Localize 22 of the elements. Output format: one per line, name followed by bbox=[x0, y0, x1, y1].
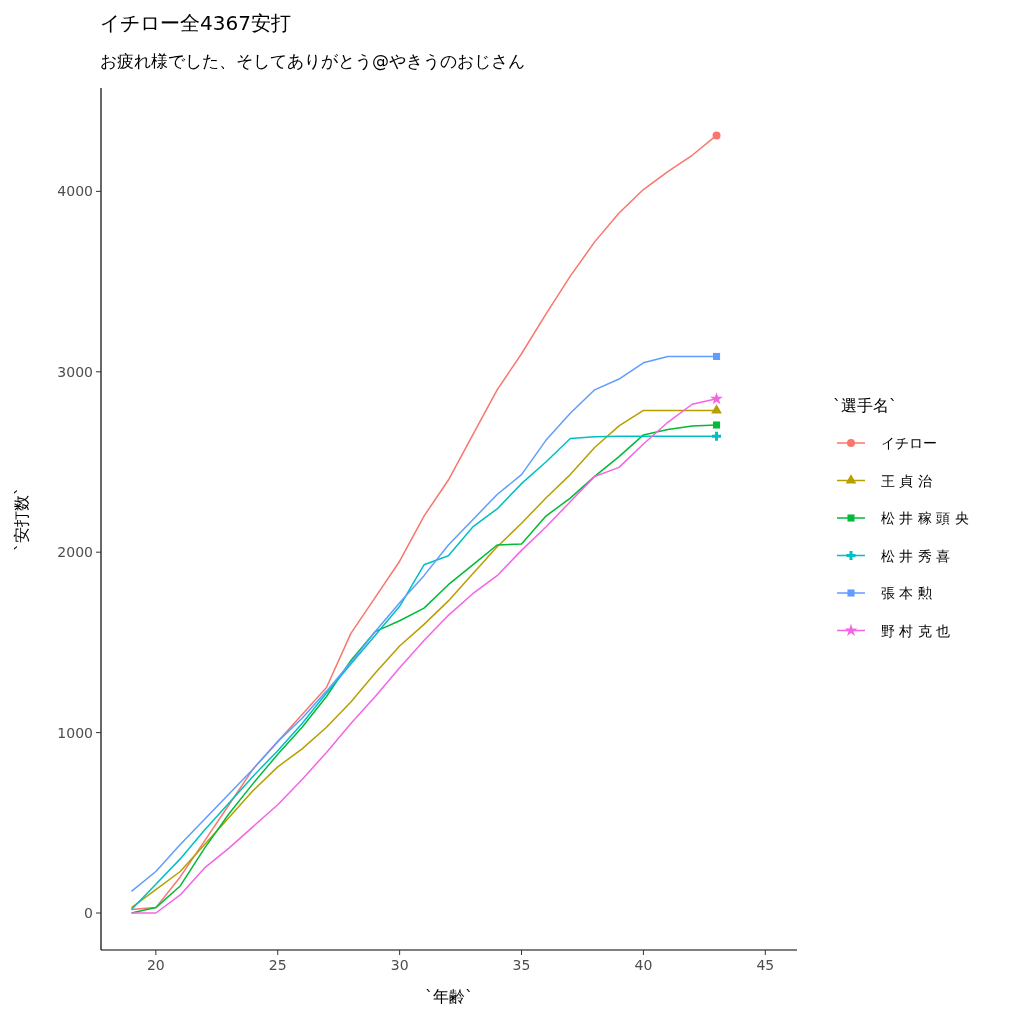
y-tick-label: 2000 bbox=[57, 544, 93, 561]
x-tick-label: 20 bbox=[146, 957, 165, 973]
chart-subtitle: お疲れ様でした、そしてありがとう@やきうのおじさん bbox=[100, 51, 525, 71]
legend-label: 野 村 克 也 bbox=[881, 622, 951, 639]
x-axis-title: `年齢` bbox=[425, 987, 473, 1006]
y-axis-title: `安打数` bbox=[12, 487, 31, 551]
legend-title: `選手名` bbox=[833, 396, 897, 415]
legend-label: 松 井 秀 喜 bbox=[881, 547, 951, 564]
y-tick-label: 4000 bbox=[57, 183, 93, 200]
legend-label: イチロー bbox=[881, 435, 937, 451]
y-tick-label: 1000 bbox=[57, 724, 93, 741]
x-tick-label: 40 bbox=[634, 957, 653, 973]
chart-title: イチロー全4367安打 bbox=[100, 11, 291, 35]
y-tick-label: 3000 bbox=[57, 363, 93, 380]
legend-label: 張 本 勲 bbox=[881, 585, 932, 601]
y-tick-label: 0 bbox=[84, 905, 93, 922]
x-tick-label: 30 bbox=[390, 957, 409, 973]
x-tick-label: 25 bbox=[268, 957, 287, 973]
x-tick-label: 35 bbox=[512, 957, 531, 973]
x-tick-label: 45 bbox=[756, 957, 775, 973]
legend-label: 王 貞 治 bbox=[881, 472, 932, 489]
legend-label: 松 井 稼 頭 央 bbox=[881, 510, 969, 526]
